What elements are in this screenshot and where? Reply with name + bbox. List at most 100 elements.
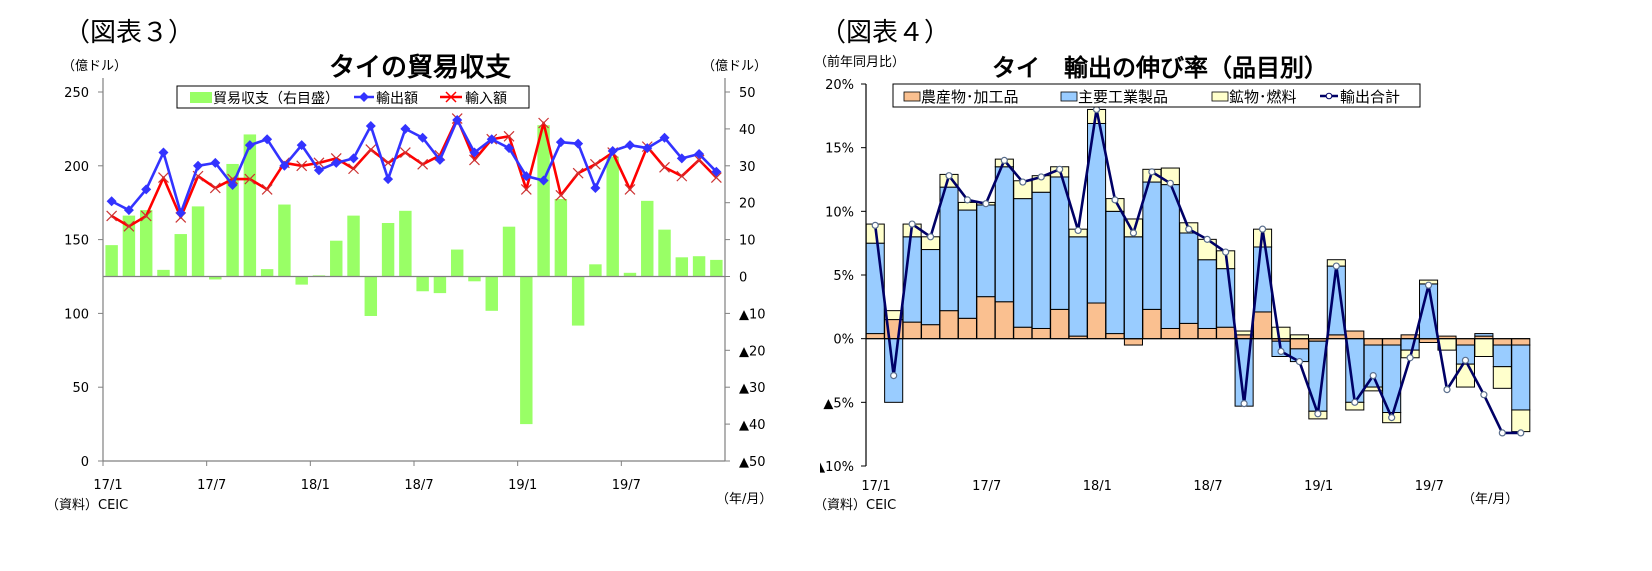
agri-bar (921, 324, 941, 340)
total-point (1166, 179, 1174, 187)
industry-bar (865, 242, 885, 335)
imports-point (365, 144, 377, 155)
y-tick-label: ▲5% (823, 396, 854, 411)
imports-point (624, 183, 636, 195)
right-tick-label: ▲20 (739, 344, 766, 359)
exports-point (158, 147, 169, 158)
x-tick-label: 17/7 (972, 479, 1001, 494)
balance-bar (278, 204, 291, 277)
total-point (1185, 225, 1193, 233)
right-tick-label: ▲40 (739, 418, 766, 433)
imports-point (503, 130, 515, 142)
total-point (1406, 354, 1414, 362)
legend-mineral-label: 鉱物･燃料 (1229, 88, 1297, 106)
balance-bar (468, 276, 481, 282)
legend-mineral-swatch (1211, 91, 1229, 102)
total-point (1222, 248, 1230, 256)
industry-bar (1105, 210, 1125, 335)
imports-point (209, 182, 221, 194)
exports-point (175, 208, 186, 219)
balance-bar (330, 240, 343, 277)
balance-bar (692, 256, 706, 277)
imports-point (589, 158, 601, 170)
balance-bar (623, 272, 637, 277)
industry-bar (1197, 259, 1217, 329)
exports-line (111, 118, 718, 215)
left-tick-label: 250 (64, 86, 89, 101)
balance-bar (658, 229, 671, 277)
agri-bar (1105, 333, 1125, 340)
exports-point (227, 179, 238, 190)
y-tick-label: ▲10% (820, 460, 854, 475)
balance-bar (174, 234, 187, 277)
x-tick-label: 18/7 (1193, 479, 1222, 494)
imports-point (140, 210, 152, 222)
agri-bar (1142, 308, 1162, 340)
agri-bar (1345, 330, 1365, 340)
exports-point (106, 196, 117, 207)
legend-agri-swatch (903, 91, 921, 102)
balance-bar (571, 276, 585, 326)
balance-bar (209, 276, 222, 280)
total-point (1461, 356, 1470, 364)
balance-bar (554, 199, 568, 277)
exports-point (504, 143, 515, 154)
exports-point (676, 153, 687, 164)
exports-point (486, 134, 497, 145)
total-point (1277, 347, 1285, 355)
exports-point (538, 175, 549, 186)
imports-point (244, 173, 256, 185)
right-tick-label: 50 (739, 86, 756, 101)
chart4-y-unit: （前年同月比） (820, 54, 905, 70)
balance-bar (295, 276, 308, 285)
exports-point (624, 140, 635, 151)
legend-total-label: 輸出合計 (1340, 88, 1400, 106)
balance-bar (243, 134, 257, 277)
chart4-legend: 農産物･加工品 主要工業製品 鉱物･燃料 輸出合計 (892, 83, 1421, 108)
industry-bar (1474, 333, 1494, 337)
x-tick-label: 18/1 (301, 478, 330, 493)
agri-bar (902, 321, 922, 340)
left-tick-label: 150 (64, 234, 89, 249)
imports-point (106, 210, 118, 222)
total-point (1388, 414, 1396, 422)
industry-bar (1123, 236, 1143, 340)
imports-point (555, 189, 567, 201)
imports-point (296, 160, 308, 172)
x-tick-label: 19/1 (1304, 479, 1333, 494)
industry-bar (957, 209, 977, 319)
agri-bar (1160, 327, 1180, 340)
exports-point (313, 165, 324, 176)
industry-bar (1142, 181, 1162, 310)
total-point (1517, 429, 1525, 437)
mineral-bar (1511, 409, 1531, 433)
imports-point (469, 154, 480, 166)
x-tick-label: 19/7 (612, 478, 641, 493)
agri-bar (939, 310, 959, 340)
total-point (926, 233, 935, 241)
chart4-source: （資料）CEIC (820, 498, 896, 513)
right-tick-label: 20 (739, 197, 756, 212)
agri-bar (1087, 302, 1107, 340)
exports-point (210, 157, 221, 168)
total-point (1037, 173, 1045, 181)
right-tick-label: 0 (739, 271, 747, 286)
trade-balance-chart: タイの貿易収支 （億ドル） （億ドル） 050100150200250▲50▲4… (46, 53, 772, 513)
total-point (1258, 225, 1267, 233)
total-point (890, 371, 898, 380)
x-tick-label: 17/7 (197, 478, 226, 493)
figure-4-label: （図表４） (820, 18, 951, 48)
chart4-xlabel: （年/月） (1462, 492, 1518, 507)
agri-bar (957, 317, 977, 340)
exports-point (262, 134, 273, 145)
imports-point (572, 167, 584, 179)
right-tick-label: ▲50 (739, 455, 766, 470)
balance-bar (260, 269, 274, 277)
balance-bar (399, 210, 412, 277)
balance-bar (226, 163, 239, 277)
imports-point (538, 117, 550, 129)
total-point (1111, 196, 1119, 204)
balance-bar (347, 215, 360, 277)
left-tick-label: 100 (64, 307, 89, 322)
total-point (963, 196, 972, 204)
